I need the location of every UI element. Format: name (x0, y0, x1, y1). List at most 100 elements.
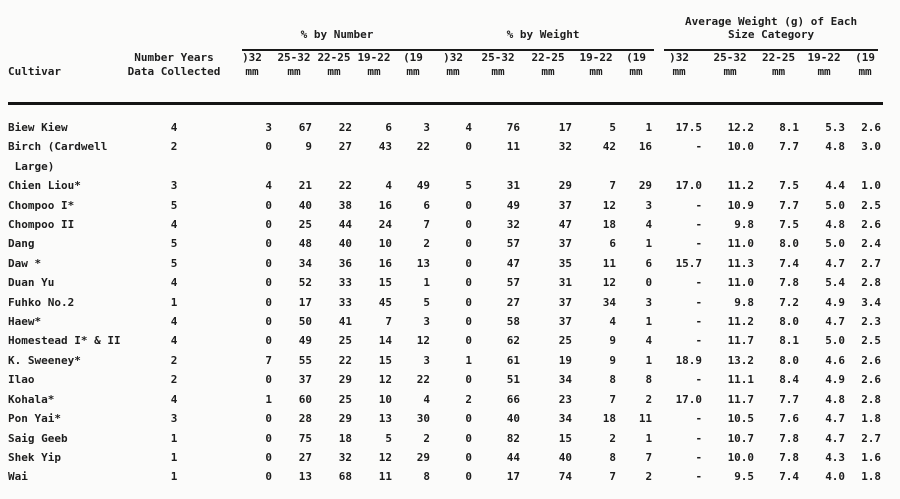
pct-number-cell: 22 (416, 140, 431, 154)
pct-number-cell: 12 (378, 450, 392, 464)
pct-number-cell: 41 (338, 315, 352, 329)
table-body: Biew Kiew 4 3 67 22 6 3 4 76 17 5 1 17.5 12.2 8.1 5.3 2.… (8, 104, 883, 487)
avg-weight-cell: 17.5 (675, 121, 703, 134)
cultivar-cell: K. Sweeney* (8, 353, 81, 367)
pct-weight-cell: 51 (506, 373, 521, 387)
years-cell: 5 (170, 237, 178, 251)
table-row: Shek Yip 1 0 27 32 12 29 0 44 40 8 7 - 10.0 7.8 4.3 1.6 (8, 448, 883, 467)
pct-weight-cell: 2 (609, 431, 617, 445)
avg-weight-cell: 4.7 (825, 315, 846, 329)
size-col-header: (19 mm (618, 51, 655, 105)
avg-weight-cell: 1.6 (861, 450, 882, 464)
pct-weight-cell: 40 (558, 450, 573, 464)
avg-weight-cell: 17.0 (675, 179, 703, 193)
pct-weight-cell: 5 (465, 179, 473, 193)
pct-weight-cell: 74 (558, 470, 573, 484)
pct-number-cell: 40 (298, 198, 312, 212)
pct-number-cell: 22 (338, 121, 352, 134)
pct-weight-cell: 0 (465, 140, 473, 154)
avg-weight-cell: - (695, 334, 703, 348)
table-row: Haew* 4 0 50 41 7 3 0 58 37 4 1-11.2 8.0 4.7 2.3 (8, 312, 883, 331)
cultivar-cell: Duan Yu (8, 276, 55, 290)
pct-number-cell: 7 (423, 218, 431, 232)
pct-weight-cell: 0 (645, 276, 653, 290)
avg-weight-cell: 7.7 (779, 140, 800, 154)
pct-weight-cell: 0 (465, 470, 473, 484)
pct-weight-cell: 8 (609, 373, 617, 387)
avg-weight-cell: 8.0 (779, 237, 800, 251)
table-row: Duan Yu 4 0 52 33 15 1 0 57 31 12 0 - 11.0 7.8 5.4 2.8 (8, 273, 883, 292)
size-col-header: )32 mm (230, 51, 274, 105)
pct-weight-cell: 25 (558, 334, 573, 348)
pct-number-cell: 68 (338, 470, 352, 484)
pct-number-cell: 49 (416, 179, 431, 193)
avg-weight-cell: 1.8 (861, 470, 882, 484)
pct-number-cell: 5 (385, 431, 392, 445)
avg-weight-cell: 10.0 (727, 140, 755, 154)
table-row: Ilao 2 0 37 29 12 22 0 51 34 8 8 - 11.1 8.4 4.9 2.6 (8, 370, 883, 389)
pct-weight-cell: 11 (506, 140, 521, 154)
avg-weight-cell: 11.2 (727, 315, 755, 329)
avg-weight-cell: 11.7 (727, 334, 755, 348)
pct-number-cell: 0 (265, 237, 272, 251)
years-cell: 3 (170, 179, 178, 193)
avg-weight-cell: 8.0 (779, 315, 800, 329)
years-cell: 2 (170, 353, 178, 367)
avg-weight-cell: 5.0 (825, 237, 846, 251)
avg-weight-cell: 7.7 (779, 392, 800, 406)
size-col-header: 19-22 mm (801, 51, 848, 105)
pct-number-cell: 15 (378, 353, 392, 367)
avg-weight-cell: 7.8 (779, 450, 800, 464)
pct-number-cell: 1 (265, 392, 272, 406)
pct-weight-cell: 12 (602, 198, 617, 212)
cultivar-cell: Pon Yai* (8, 412, 61, 426)
pct-number-cell: 7 (265, 353, 272, 367)
cultivar-cell: Kohala* (8, 392, 55, 406)
avg-weight-cell: 11.0 (727, 237, 755, 251)
pct-weight-cell: 0 (465, 431, 473, 445)
pct-weight-cell: 49 (506, 198, 521, 212)
pct-weight-cell: 1 (645, 353, 653, 367)
pct-weight-cell: 34 (558, 412, 573, 426)
avg-weight-cell: 7.5 (779, 179, 800, 193)
pct-number-cell: 0 (265, 256, 272, 270)
pct-number-cell: 16 (378, 198, 392, 212)
pct-number-cell: 25 (338, 392, 352, 406)
pct-number-cell: 60 (298, 392, 312, 406)
pct-number-cell: 1 (423, 276, 431, 290)
pct-number-cell: 0 (265, 412, 272, 426)
pct-number-cell: 6 (385, 121, 392, 134)
pct-number-cell: 6 (423, 198, 431, 212)
years-cell: 4 (170, 121, 178, 134)
avg-weight-cell: 2.8 (861, 276, 882, 290)
pct-number-cell: 5 (423, 295, 431, 309)
pct-number-cell: 0 (265, 276, 272, 290)
pct-weight-cell: 32 (558, 140, 573, 154)
pct-number-cell: 0 (265, 431, 272, 445)
pct-weight-cell: 9 (609, 353, 617, 367)
pct-number-cell: 34 (298, 256, 312, 270)
pct-weight-cell: 47 (506, 256, 521, 270)
avg-weight-cell: 11.1 (727, 373, 755, 387)
pct-weight-cell: 3 (645, 198, 653, 212)
avg-weight-cell: 10.0 (727, 450, 755, 464)
pct-weight-cell: 11 (638, 412, 653, 426)
pct-number-cell: 37 (298, 373, 312, 387)
pct-weight-cell: 0 (465, 198, 473, 212)
pct-weight-cell: 7 (645, 450, 653, 464)
avg-weight-cell: 8.1 (779, 121, 800, 134)
avg-weight-cell: 5.0 (825, 198, 846, 212)
pct-number-cell: 12 (378, 373, 392, 387)
years-column-header: Number Years Data Collected (118, 51, 230, 105)
avg-weight-cell: 2.6 (861, 373, 882, 387)
pct-number-cell: 50 (298, 315, 312, 329)
pct-number-cell: 28 (298, 412, 312, 426)
size-col-header: (19 mm (847, 51, 884, 105)
avg-weight-cell: 8.0 (779, 353, 800, 367)
pct-number-cell: 25 (338, 334, 352, 348)
table-row: Chompoo II 4 0 25 44 24 7 0 32 47 18 4 - 9.8 7.5 4.8 2.6 (8, 215, 883, 234)
avg-weight-cell: - (695, 295, 703, 309)
pct-weight-cell: 82 (506, 431, 521, 445)
pct-weight-cell: 61 (506, 353, 521, 367)
cultivar-cell: Shek Yip (8, 450, 61, 464)
